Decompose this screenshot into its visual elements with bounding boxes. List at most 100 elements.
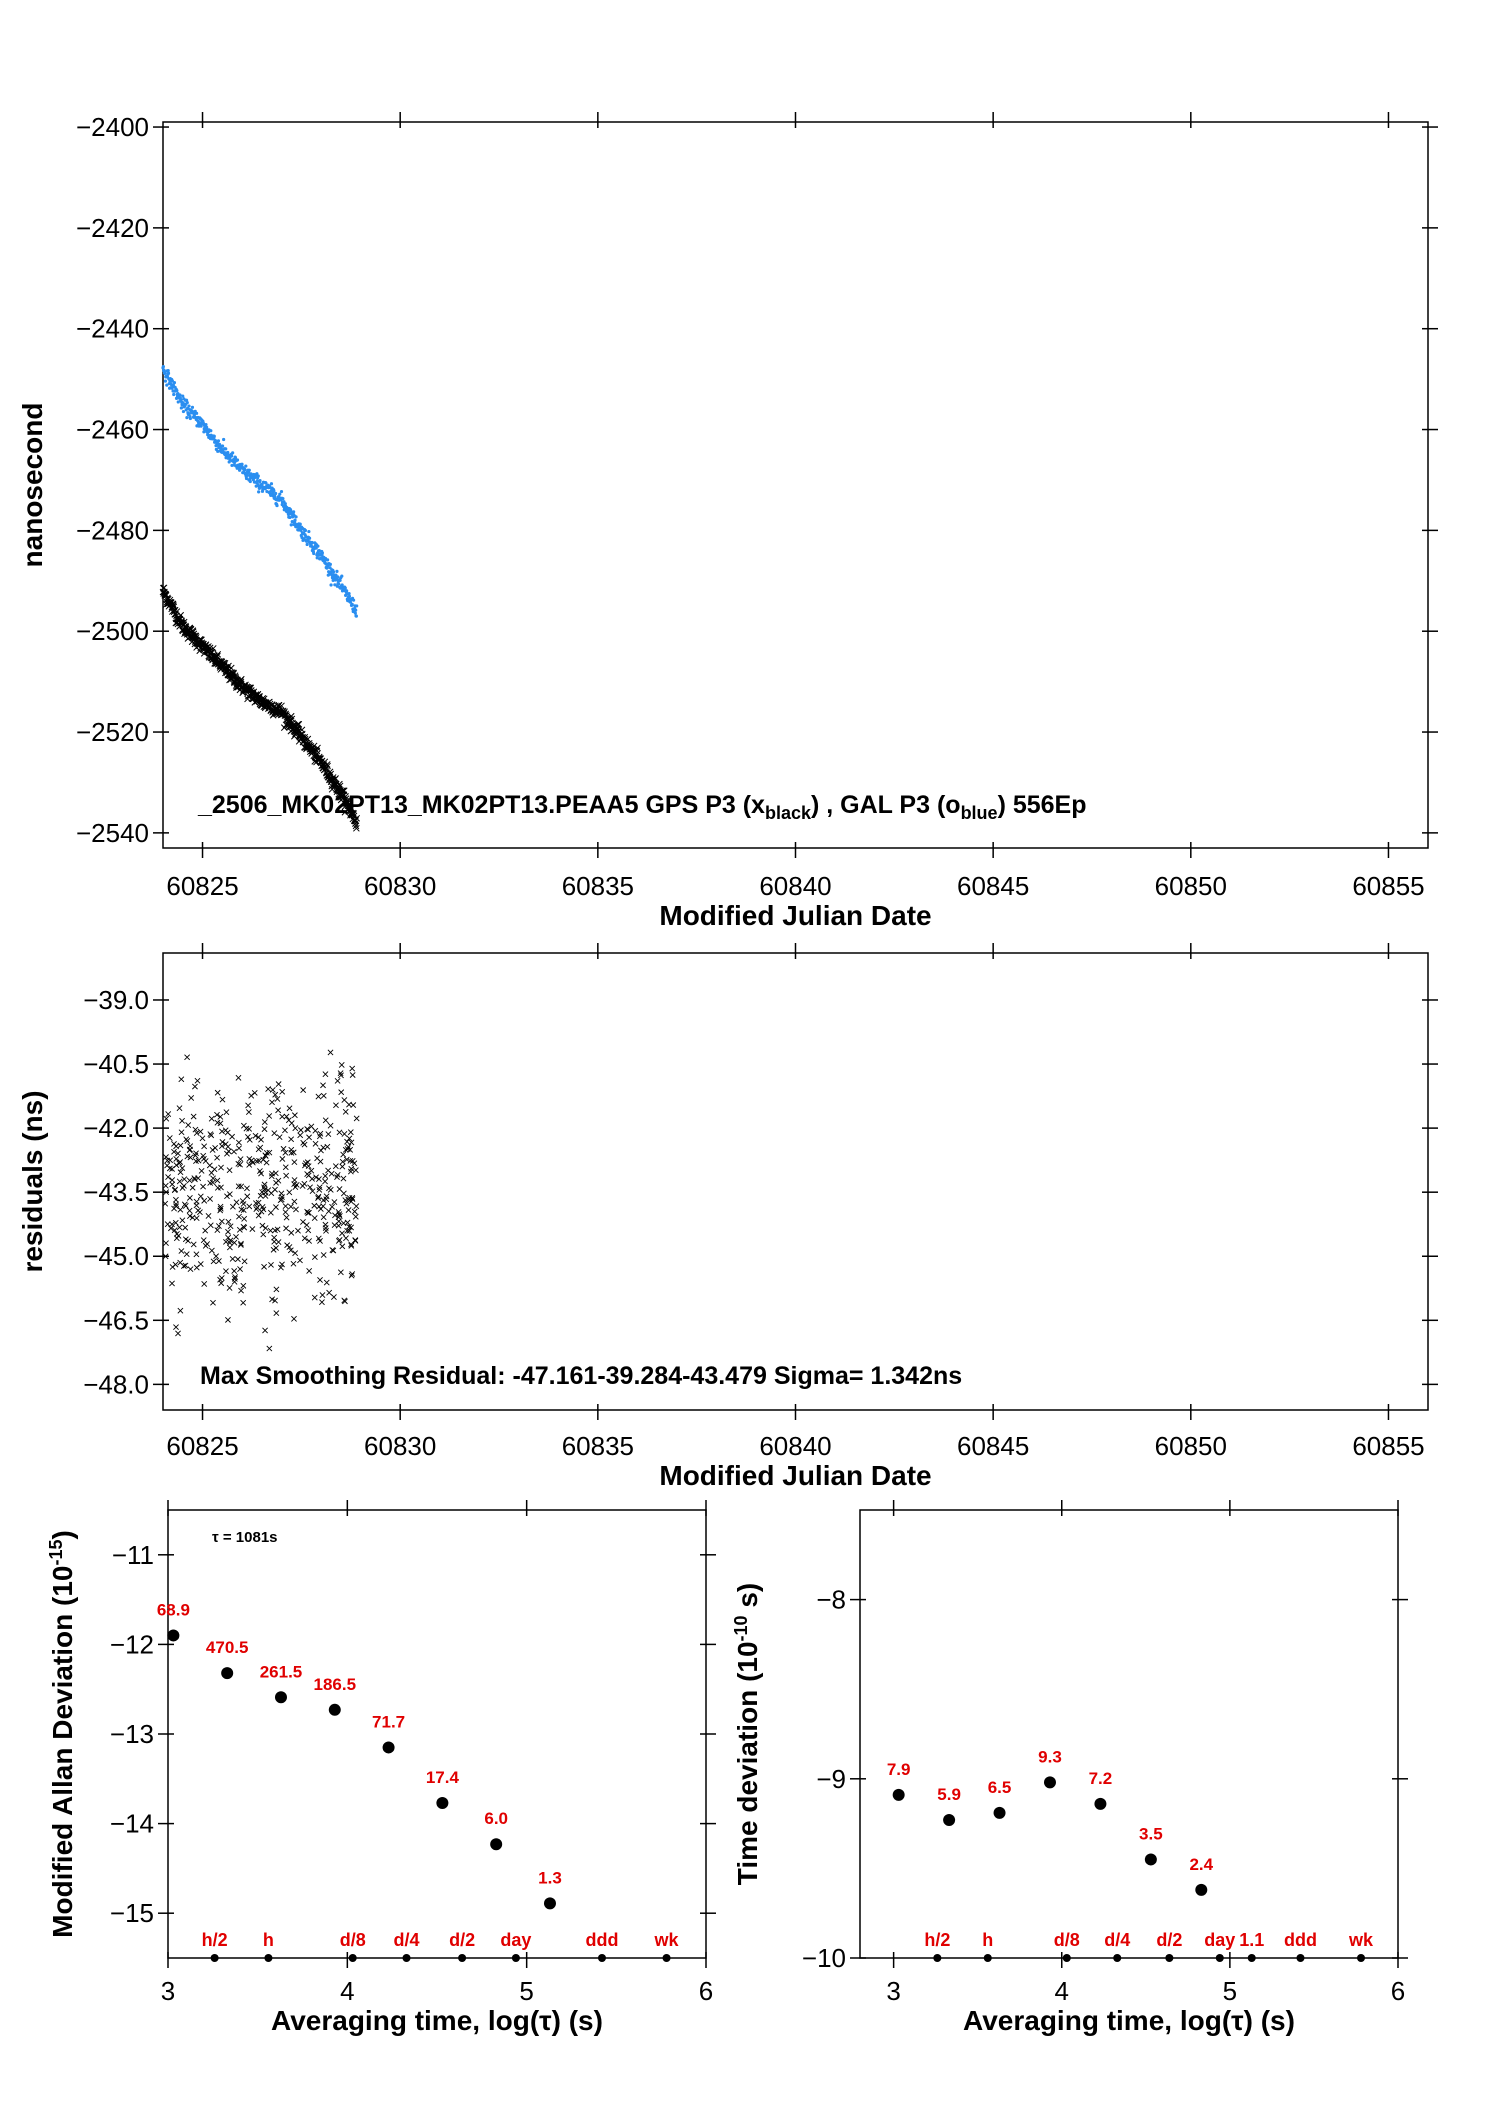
- data-point: [173, 1156, 180, 1162]
- y-axis-label: Modified Allan Deviation (10-15): [46, 1530, 78, 1938]
- marker-label: d/2: [1156, 1930, 1182, 1950]
- data-point: [325, 1131, 332, 1138]
- data-point: [181, 1182, 187, 1189]
- data-point: [343, 1235, 349, 1242]
- data-point: [261, 1263, 267, 1270]
- data-point: [292, 510, 296, 514]
- data-point: [216, 1223, 222, 1229]
- plot-frame: [859, 1509, 1399, 1959]
- data-point: [241, 1258, 248, 1265]
- data-point: [352, 817, 360, 824]
- data-point: [338, 578, 342, 582]
- data-point: [187, 404, 191, 408]
- data-point: [165, 1111, 172, 1117]
- y-tick-label: −2420: [76, 213, 149, 243]
- x-tick-label: 60825: [166, 1431, 238, 1461]
- data-point: [241, 1224, 248, 1231]
- marker-label: wk: [654, 1930, 680, 1950]
- data-point: [179, 1117, 186, 1124]
- data-point: [286, 512, 291, 517]
- data-point: [247, 468, 251, 472]
- data-point: [185, 415, 189, 420]
- data-point: [255, 1212, 262, 1219]
- data-point: [226, 1244, 233, 1251]
- data-point: [185, 400, 189, 405]
- marker-label: ddd: [585, 1930, 618, 1950]
- data-point: [188, 1095, 195, 1101]
- data-point: [282, 1209, 289, 1216]
- data-point: [332, 1212, 338, 1219]
- data-point: [993, 1806, 1006, 1819]
- data-point: [262, 1193, 269, 1199]
- x-axis-label: Averaging time, log(τ) (s): [271, 2005, 603, 2036]
- data-point: [210, 1299, 216, 1306]
- data-point: [169, 1280, 175, 1287]
- data-point: [185, 1122, 192, 1128]
- data-point: [244, 464, 248, 468]
- data-point: [173, 1201, 179, 1208]
- data-point: [176, 1105, 183, 1112]
- y-tick-label: −2400: [76, 112, 149, 142]
- data-point: [348, 1242, 355, 1249]
- data-point: [348, 600, 353, 604]
- data-point: [351, 1208, 358, 1215]
- data-point: [226, 450, 230, 455]
- data-point: [293, 518, 297, 522]
- data-point: [244, 476, 249, 481]
- marker-label: wk: [1348, 1930, 1374, 1950]
- data-point: [240, 462, 244, 466]
- data-point: [238, 1287, 244, 1294]
- x-tick-label: 60850: [1155, 871, 1227, 901]
- data-point: [246, 1161, 253, 1168]
- deviation-series: 68.9 470.5 261.5 186.5 71.7 17.4 6.0 1.3: [157, 1600, 562, 1910]
- data-point: [300, 1219, 306, 1225]
- data-point: [308, 1167, 315, 1174]
- data-point: [265, 1086, 272, 1092]
- data-point: [162, 1182, 169, 1189]
- data-point: [195, 1157, 202, 1164]
- data-point: [231, 1148, 237, 1155]
- data-point: [274, 1691, 287, 1704]
- data-point: [260, 1206, 267, 1213]
- data-point: [315, 1193, 322, 1200]
- data-point: [320, 1092, 327, 1099]
- data-point: [283, 1214, 290, 1221]
- data-point: [294, 515, 298, 519]
- data-point: [331, 570, 336, 574]
- data-point: [176, 400, 180, 404]
- data-point: [243, 468, 247, 472]
- data-point: [197, 1128, 204, 1135]
- data-point: [291, 1198, 298, 1205]
- data-point: [316, 1203, 322, 1210]
- point-label: 470.5: [206, 1638, 249, 1657]
- data-point: [169, 1264, 176, 1270]
- data-point: [209, 429, 213, 433]
- data-point: [892, 1788, 905, 1801]
- data-point: [336, 1186, 343, 1192]
- y-tick-label: −2440: [76, 314, 149, 344]
- data-point: [231, 1239, 238, 1246]
- data-point: [197, 1261, 204, 1267]
- data-point: [330, 1294, 337, 1300]
- x-tick-label: 60850: [1155, 1431, 1227, 1461]
- data-point: [301, 1141, 308, 1148]
- data-point: [217, 1205, 224, 1212]
- plot-frame: [162, 952, 1429, 1411]
- data-point: [171, 383, 175, 387]
- data-point: [353, 1203, 360, 1210]
- data-point: [277, 1197, 284, 1204]
- data-point: [287, 1247, 294, 1254]
- data-point: [382, 1741, 395, 1754]
- data-point: [236, 1145, 242, 1152]
- data-point: [302, 537, 306, 541]
- data-point: [230, 454, 234, 458]
- data-point: [347, 592, 351, 596]
- data-point: [327, 1049, 334, 1056]
- data-point: [186, 1207, 193, 1214]
- data-point: [208, 1169, 215, 1176]
- data-point: [244, 1185, 250, 1192]
- data-point: [336, 1129, 343, 1136]
- data-point: [214, 1119, 221, 1126]
- data-point: [225, 1148, 232, 1155]
